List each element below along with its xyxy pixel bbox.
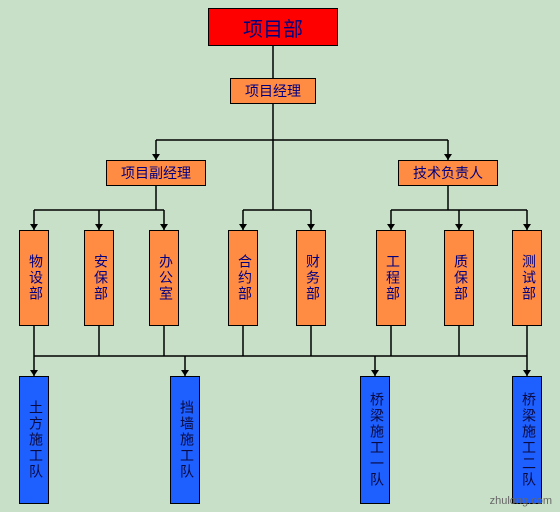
node-pm: 项目经理 [230, 78, 316, 104]
root-label: 项目部 [243, 13, 303, 42]
node-team-1: 土方施工队 [19, 376, 49, 504]
t2-label: 挡墙施工队 [175, 400, 195, 480]
node-dept-7: 质保部 [444, 230, 474, 326]
t1-label: 土方施工队 [24, 400, 44, 480]
node-dept-5: 财务部 [296, 230, 326, 326]
t3-label: 桥梁施工一队 [365, 392, 385, 488]
node-dept-3: 办公室 [149, 230, 179, 326]
node-dpm: 项目副经理 [106, 160, 206, 186]
d7-label: 质保部 [449, 254, 469, 302]
node-dept-8: 测试部 [512, 230, 542, 326]
node-team-3: 桥梁施工一队 [360, 376, 390, 504]
watermark: zhulong.com [490, 495, 552, 507]
node-tech: 技术负责人 [398, 160, 498, 186]
node-team-4: 桥梁施工二队 [512, 376, 542, 504]
node-dept-6: 工程部 [376, 230, 406, 326]
d4-label: 合约部 [233, 254, 253, 302]
tech-label: 技术负责人 [413, 163, 483, 183]
d3-label: 办公室 [154, 254, 174, 302]
d5-label: 财务部 [301, 254, 321, 302]
node-dept-2: 安保部 [84, 230, 114, 326]
node-dept-1: 物设部 [19, 230, 49, 326]
node-root: 项目部 [208, 8, 338, 46]
t4-label: 桥梁施工二队 [517, 392, 537, 488]
pm-label: 项目经理 [245, 81, 301, 101]
d8-label: 测试部 [517, 254, 537, 302]
d6-label: 工程部 [381, 254, 401, 302]
node-team-2: 挡墙施工队 [170, 376, 200, 504]
node-dept-4: 合约部 [228, 230, 258, 326]
d2-label: 安保部 [89, 254, 109, 302]
dpm-label: 项目副经理 [121, 163, 191, 183]
d1-label: 物设部 [24, 254, 44, 302]
